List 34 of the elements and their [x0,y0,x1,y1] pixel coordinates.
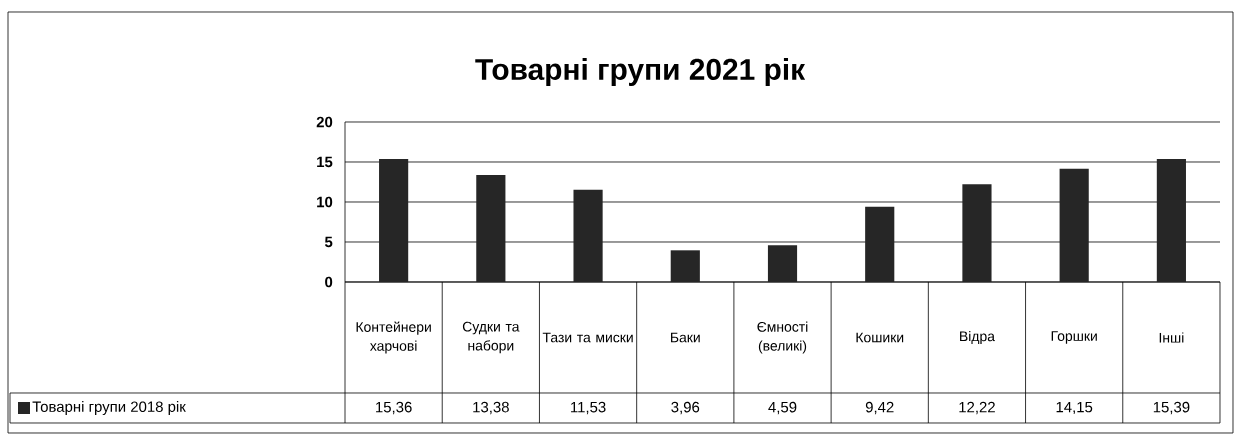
chart-title: Товарні групи 2021 рік [475,58,806,86]
y-tick-label: 15 [317,156,333,168]
x-tick-label: Тази та миски [542,332,633,343]
data-label: 14,15 [1056,401,1093,415]
x-tick-label: Контейнери харчові [356,321,431,354]
x-tick-label: Кошики [856,332,904,343]
y-tick-label: 20 [316,116,333,128]
data-label: 4,59 [768,401,797,415]
x-tick-label: Горшки [1051,331,1097,344]
y-tick-label: 5 [324,236,333,248]
bar [670,250,700,282]
bar [767,245,798,282]
legend-label: Товарні групи 2018 рік [32,401,186,415]
data-label: 12,22 [959,401,995,415]
bar [1156,158,1186,282]
x-tick-label: Судки та набори [462,321,520,354]
y-tick-label: 0 [325,276,333,288]
data-label: 3,96 [671,401,700,415]
bar [476,174,506,282]
x-tick-label: Баки [671,332,700,343]
data-label: 15,39 [1153,401,1190,415]
bar [379,159,409,282]
bar [573,189,603,282]
bar [962,184,992,282]
data-label: 13,38 [473,401,509,415]
bar [1059,168,1089,282]
x-tick-label: Відра [960,330,995,344]
x-tick-label: Інші [1159,332,1184,343]
data-label: 15,36 [376,401,412,415]
y-tick-label: 10 [317,196,333,208]
data-label: 11,53 [571,401,606,415]
x-tick-label: Ємності (великі) [757,321,808,354]
bar [865,206,895,282]
data-label: 9,42 [865,401,894,415]
